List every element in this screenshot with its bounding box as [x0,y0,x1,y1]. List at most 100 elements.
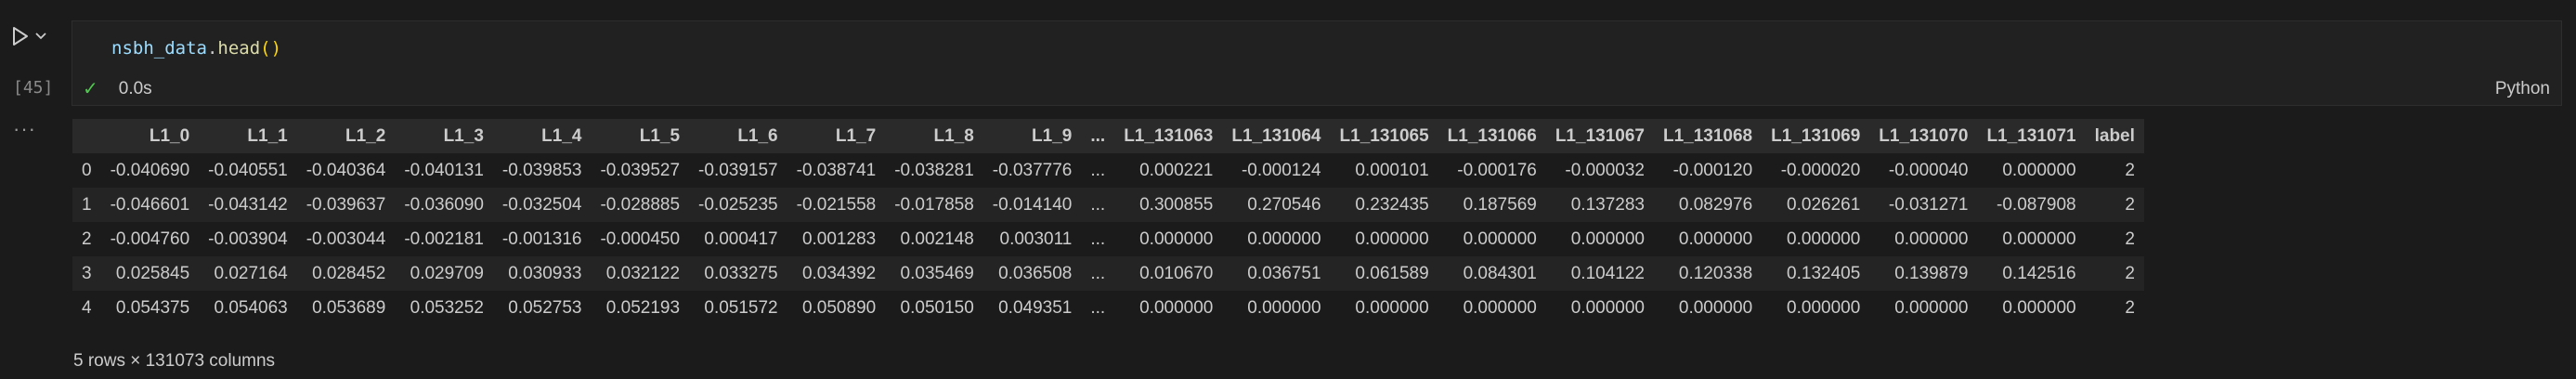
table-cell: 0.082976 [1678,194,1753,215]
table-cell: 2 [2125,263,2135,283]
row-index: 2 [82,229,92,249]
language-label[interactable]: Python [2494,79,2550,98]
table-cell: -0.014140 [992,194,1073,215]
table-cell: 0.000000 [1355,229,1429,249]
table-cell: -0.004760 [110,229,190,249]
table-cell: 0.049351 [998,297,1073,318]
run-cell-control[interactable] [11,24,54,48]
table-cell: 0.052193 [605,297,681,318]
table-cell: -0.001316 [501,229,582,249]
code-cell-editor[interactable]: nsbh_data.head() ✓ 0.0s Python [72,20,2562,106]
table-cell: -0.028885 [600,194,681,215]
table-cell: -0.000450 [600,229,681,249]
table-cell: 0.053689 [312,297,386,318]
table-cell: 2 [2125,229,2135,249]
table-cell: 0.000000 [2002,229,2076,249]
table-cell: -0.031271 [1888,194,1969,215]
table-cell: 0.061589 [1355,263,1429,283]
code-line[interactable]: nsbh_data.head() [111,38,281,59]
table-cell: 0.000000 [2002,160,2076,180]
table-row: 0 -0.040690 -0.040551 -0.040364 -0.040131 -0.… [72,153,2144,188]
table-cell: -0.040690 [110,160,190,180]
more-actions-icon[interactable]: ··· [13,117,36,140]
table-cell: -0.046601 [110,194,190,215]
cell-output: L1_0 L1_1 L1_2 L1_3 L1_4 L1_5 L1_6 L1_7 L1_8 L1_9… [72,119,2561,372]
table-cell: 0.036508 [998,263,1073,283]
table-row: 3 0.025845 0.027164 0.028452 0.029709 0.03093… [72,256,2144,291]
table-cell: 0.187569 [1463,194,1537,215]
table-cell: -0.000032 [1565,160,1645,180]
chevron-down-icon[interactable] [35,32,46,41]
table-cell: 0.000000 [1247,297,1321,318]
table-cell: 0.000000 [1787,297,1861,318]
table-cell: 0.032122 [605,263,681,283]
execution-count: [45] [13,78,54,98]
column-header: L1_131063 [1124,125,1214,146]
table-cell: -0.040551 [208,160,288,180]
table-cell: 0.000000 [1247,229,1321,249]
row-index: 1 [82,194,92,215]
table-cell: -0.025235 [698,194,778,215]
table-cell: 0.026261 [1787,194,1861,215]
table-cell: 0.028452 [312,263,386,283]
table-cell: 0.300855 [1139,194,1214,215]
code-variable: nsbh_data [111,38,207,59]
run-cell-icon[interactable] [11,26,30,46]
table-cell: 0.000000 [1570,297,1645,318]
table-cell: -0.039637 [306,194,386,215]
column-header: L1_9 [1032,125,1073,146]
table-cell: ... [1090,160,1106,180]
column-header: L1_131067 [1555,125,1645,146]
table-cell: -0.000040 [1888,160,1969,180]
table-cell: 0.142516 [2002,263,2076,283]
table-cell: 0.052753 [508,297,582,318]
table-cell: -0.000120 [1672,160,1753,180]
table-cell: 0.000000 [1894,297,1969,318]
column-header: L1_2 [345,125,386,146]
table-cell: 0.000000 [1678,229,1753,249]
table-cell: 0.000101 [1355,160,1429,180]
column-header: L1_7 [835,125,877,146]
table-cell: 0.000417 [704,229,778,249]
table-cell: ... [1090,297,1106,318]
row-index: 4 [82,297,92,318]
table-cell: 0.000000 [1787,229,1861,249]
table-cell: -0.032504 [501,194,582,215]
table-cell: 0.000000 [2002,297,2076,318]
table-cell: 0.084301 [1463,263,1537,283]
table-cell: -0.000176 [1457,160,1537,180]
table-cell: 0.104122 [1570,263,1645,283]
code-method: head [217,38,261,59]
table-cell: -0.003044 [306,229,386,249]
column-header: ... [1090,125,1106,146]
index-header [72,119,101,153]
table-cell: 0.003011 [999,229,1073,249]
table-header-row: L1_0 L1_1 L1_2 L1_3 L1_4 L1_5 L1_6 L1_7 L1_8 L1_9… [72,119,2144,153]
shape-note: 5 rows × 131073 columns [73,351,276,371]
table-cell: -0.036090 [404,194,484,215]
table-cell: ... [1090,263,1106,283]
row-index: 3 [82,263,92,283]
table-cell: 0.050150 [900,297,974,318]
table-cell: 2 [2125,194,2135,215]
column-header: L1_131068 [1662,125,1753,146]
table-cell: 0.120338 [1678,263,1753,283]
table-cell: -0.000020 [1780,160,1861,180]
table-cell: 0.054375 [115,297,190,318]
table-cell: 0.000000 [1463,229,1537,249]
column-header: L1_8 [933,125,974,146]
table-cell: 0.036751 [1247,263,1321,283]
table-row: 1 -0.046601 -0.043142 -0.039637 -0.036090 -0.… [72,188,2144,222]
code-parens: () [260,38,282,59]
table-cell: 0.054063 [214,297,288,318]
column-header: L1_3 [443,125,484,146]
column-header: L1_131064 [1231,125,1321,146]
table-cell: -0.037776 [992,160,1073,180]
table-cell: 2 [2125,160,2135,180]
dataframe-table: L1_0 L1_1 L1_2 L1_3 L1_4 L1_5 L1_6 L1_7 L1_8 L1_9… [72,119,2144,325]
column-header: L1_5 [639,125,681,146]
table-cell: 0.000221 [1139,160,1214,180]
table-cell: ... [1090,194,1106,215]
table-cell: 0.000000 [1463,297,1537,318]
execution-status: ✓ 0.0s [83,77,152,100]
